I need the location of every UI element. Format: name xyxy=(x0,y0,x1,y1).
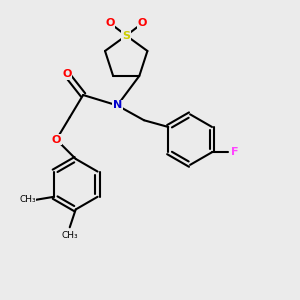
Text: S: S xyxy=(122,31,130,40)
Text: O: O xyxy=(62,69,71,79)
Text: CH₃: CH₃ xyxy=(19,195,36,204)
Text: O: O xyxy=(138,18,147,28)
Text: F: F xyxy=(230,147,238,157)
Text: O: O xyxy=(52,135,61,145)
Text: N: N xyxy=(113,100,122,110)
Text: CH₃: CH₃ xyxy=(61,231,78,240)
Text: O: O xyxy=(105,18,115,28)
